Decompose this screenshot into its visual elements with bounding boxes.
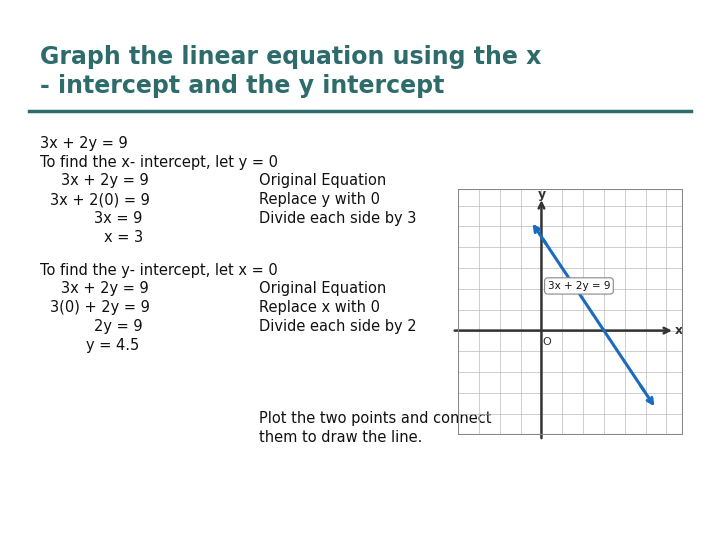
Text: y = 4.5: y = 4.5 <box>86 338 140 353</box>
Text: x = 3: x = 3 <box>104 230 143 245</box>
Text: 2y = 9: 2y = 9 <box>94 319 143 334</box>
Text: Original Equation: Original Equation <box>259 173 387 188</box>
Text: 3x + 2y = 9: 3x + 2y = 9 <box>40 136 127 151</box>
Text: Replace x with 0: Replace x with 0 <box>259 300 380 315</box>
Text: them to draw the line.: them to draw the line. <box>259 430 423 445</box>
Text: y: y <box>537 188 546 201</box>
Text: 3x + 2y = 9: 3x + 2y = 9 <box>61 281 149 296</box>
Text: Divide each side by 2: Divide each side by 2 <box>259 319 417 334</box>
Text: 3(0) + 2y = 9: 3(0) + 2y = 9 <box>50 300 150 315</box>
Text: 3x = 9: 3x = 9 <box>94 211 142 226</box>
Text: 3x + 2y = 9: 3x + 2y = 9 <box>61 173 149 188</box>
Text: x: x <box>675 324 683 337</box>
Text: O: O <box>542 337 551 347</box>
Text: Divide each side by 3: Divide each side by 3 <box>259 211 417 226</box>
Text: - intercept and the y intercept: - intercept and the y intercept <box>40 75 444 98</box>
Text: Graph the linear equation using the x: Graph the linear equation using the x <box>40 45 541 69</box>
Text: Replace y with 0: Replace y with 0 <box>259 192 380 207</box>
Text: 3x + 2(0) = 9: 3x + 2(0) = 9 <box>50 192 150 207</box>
Text: 3x + 2y = 9: 3x + 2y = 9 <box>548 281 610 291</box>
Text: Original Equation: Original Equation <box>259 281 387 296</box>
Text: Plot the two points and connect: Plot the two points and connect <box>259 411 492 426</box>
Text: To find the x- intercept, let y = 0: To find the x- intercept, let y = 0 <box>40 154 278 170</box>
Text: To find the y- intercept, let x = 0: To find the y- intercept, let x = 0 <box>40 262 277 278</box>
